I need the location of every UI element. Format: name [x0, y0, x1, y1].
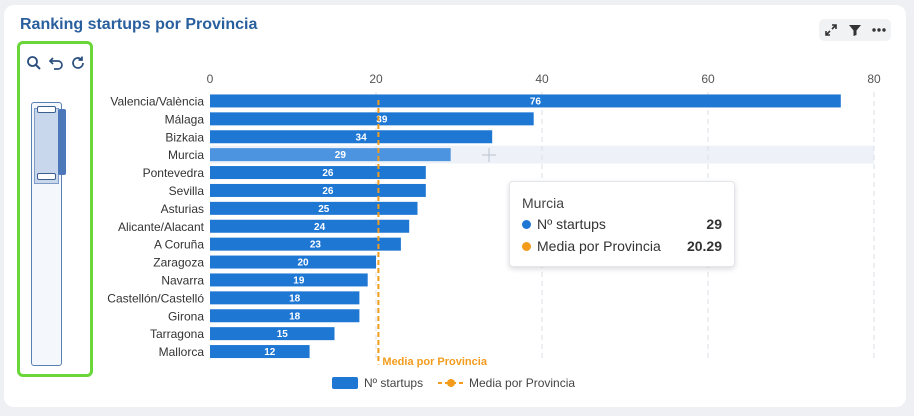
- bar: [210, 94, 841, 108]
- tooltip-value: 29: [706, 216, 722, 232]
- x-tick-label: 20: [369, 72, 383, 86]
- x-tick-label: 40: [535, 72, 549, 86]
- legend-label-startups: Nº startups: [364, 376, 423, 390]
- undo-zoom-icon[interactable]: [47, 54, 65, 72]
- bar: [210, 255, 376, 269]
- category-label: Sevilla: [169, 184, 205, 198]
- data-label: 19: [293, 275, 305, 286]
- bar: [210, 112, 534, 126]
- tooltip-title: Murcia: [522, 195, 565, 211]
- category-label: Castellón/Castelló: [107, 291, 204, 305]
- bar: [210, 345, 310, 359]
- x-tick-label: 60: [701, 72, 715, 86]
- zoom-scrollbar[interactable]: [31, 102, 62, 366]
- category-label: Alicante/Alacant: [118, 220, 205, 234]
- zoom-handle-top[interactable]: [37, 106, 56, 113]
- data-label: 26: [322, 168, 334, 179]
- data-label: 15: [277, 329, 289, 340]
- bar: [210, 309, 360, 323]
- bar-chart: 0 20 40 60 80 Valencia/València 76 Málaga 39 Bizk…: [107, 72, 881, 390]
- x-tick-label: 0: [207, 72, 214, 86]
- data-label: 29: [335, 150, 347, 161]
- category-label: Navarra: [161, 273, 204, 287]
- data-label: 34: [356, 132, 368, 143]
- legend-swatch-startups: [332, 377, 358, 389]
- legend-label-average: Media por Provincia: [469, 376, 575, 390]
- tooltip-row-average: Media por Provincia 20.29: [522, 237, 722, 255]
- zoom-icon[interactable]: [25, 54, 43, 72]
- tooltip-row-startups: Nº startups 29: [522, 215, 722, 233]
- data-label: 20: [297, 258, 309, 269]
- data-label: 18: [289, 293, 301, 304]
- tooltip-label: Media por Provincia: [537, 238, 661, 254]
- bar: [210, 237, 401, 251]
- data-label: 26: [322, 186, 334, 197]
- data-label: 25: [318, 204, 330, 215]
- filter-icon[interactable]: [846, 21, 864, 39]
- chart-title: Ranking startups por Provincia: [20, 16, 258, 33]
- legend-marker-average: [447, 379, 455, 387]
- zoom-drag-bar[interactable]: [58, 109, 66, 175]
- data-label: 23: [310, 240, 322, 251]
- category-label: A Coruña: [154, 238, 204, 252]
- bar: [210, 291, 360, 305]
- chart-toolbar: [819, 19, 891, 41]
- category-label: Tarragona: [150, 327, 204, 341]
- expand-icon[interactable]: [822, 21, 840, 39]
- average-line-label: Media por Provincia: [382, 356, 487, 368]
- more-icon[interactable]: [870, 21, 888, 39]
- x-tick-label: 80: [867, 72, 881, 86]
- reset-zoom-icon[interactable]: [69, 54, 87, 72]
- bar: [210, 183, 426, 197]
- bar: [210, 201, 418, 215]
- zoom-panel: [17, 41, 93, 377]
- category-label: Zaragoza: [153, 256, 204, 270]
- category-label: Valencia/València: [110, 94, 204, 108]
- data-label: 24: [314, 222, 326, 233]
- category-label: Murcia: [168, 148, 204, 162]
- bar: [210, 166, 426, 180]
- tooltip-value: 20.29: [686, 238, 722, 254]
- data-label: 12: [264, 347, 276, 358]
- series-marker-icon: [522, 219, 531, 229]
- zoom-handle-bottom[interactable]: [37, 173, 56, 180]
- data-label: 76: [530, 96, 542, 107]
- bar: [210, 130, 493, 144]
- category-label: Girona: [168, 309, 204, 323]
- tooltip-label: Nº startups: [537, 216, 606, 232]
- data-label: 18: [289, 311, 301, 322]
- category-label: Málaga: [165, 112, 205, 126]
- category-label: Mallorca: [159, 345, 205, 359]
- bar: [210, 273, 368, 287]
- bar: [210, 148, 451, 162]
- chart-card: Ranking startups por Provincia 0 20 40 60 80…: [4, 5, 906, 407]
- category-label: Bizkaia: [165, 130, 204, 144]
- category-label: Pontevedra: [143, 166, 205, 180]
- data-label: 39: [376, 114, 388, 125]
- bar: [210, 327, 335, 341]
- chart-tooltip: Murcia Nº startups 29 Media por Provinci…: [509, 181, 735, 267]
- bar: [210, 219, 410, 233]
- average-marker-icon: [522, 241, 531, 251]
- category-label: Asturias: [161, 202, 204, 216]
